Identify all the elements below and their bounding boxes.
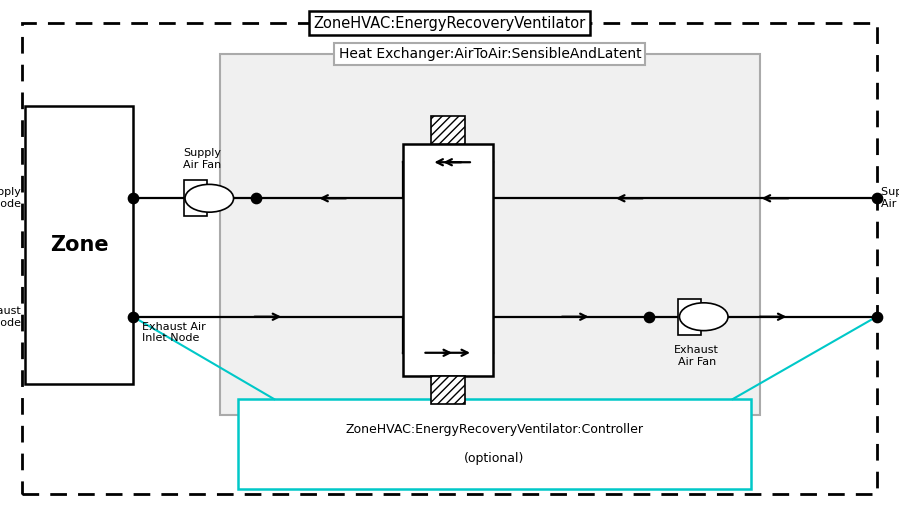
Text: ZoneHVAC:EnergyRecoveryVentilator:Controller: ZoneHVAC:EnergyRecoveryVentilator:Contro… bbox=[345, 423, 644, 436]
Text: Zone: Zone bbox=[49, 235, 109, 254]
Bar bbox=[431, 376, 465, 404]
Text: Heat Exchanger:AirToAir:SensibleAndLatent: Heat Exchanger:AirToAir:SensibleAndLaten… bbox=[339, 47, 641, 61]
Bar bbox=[238, 399, 751, 489]
Point bbox=[126, 313, 140, 321]
Point bbox=[642, 313, 656, 321]
Bar bbox=[25, 106, 133, 384]
Text: Supply (Outside)
Air Inlet Node: Supply (Outside) Air Inlet Node bbox=[881, 187, 899, 209]
Text: Exhaust
Air Fan: Exhaust Air Fan bbox=[674, 345, 719, 367]
Point bbox=[869, 313, 884, 321]
Bar bbox=[183, 180, 207, 216]
Bar bbox=[403, 144, 493, 376]
Point bbox=[249, 194, 263, 202]
Bar bbox=[220, 54, 760, 415]
Bar bbox=[678, 299, 701, 335]
Bar bbox=[431, 116, 465, 144]
Text: (optional): (optional) bbox=[464, 452, 525, 465]
Text: Exhaust Air
Inlet Node: Exhaust Air Inlet Node bbox=[142, 322, 206, 344]
Text: ZoneHVAC:EnergyRecoveryVentilator: ZoneHVAC:EnergyRecoveryVentilator bbox=[314, 15, 585, 31]
Text: Supply
Air Fan: Supply Air Fan bbox=[183, 148, 221, 170]
Text: Zone Supply
Air Node: Zone Supply Air Node bbox=[0, 187, 21, 209]
Point bbox=[869, 194, 884, 202]
Circle shape bbox=[680, 303, 728, 331]
Circle shape bbox=[185, 184, 234, 212]
Point bbox=[126, 194, 140, 202]
Text: Zone Exhaust
Air Node: Zone Exhaust Air Node bbox=[0, 306, 21, 328]
